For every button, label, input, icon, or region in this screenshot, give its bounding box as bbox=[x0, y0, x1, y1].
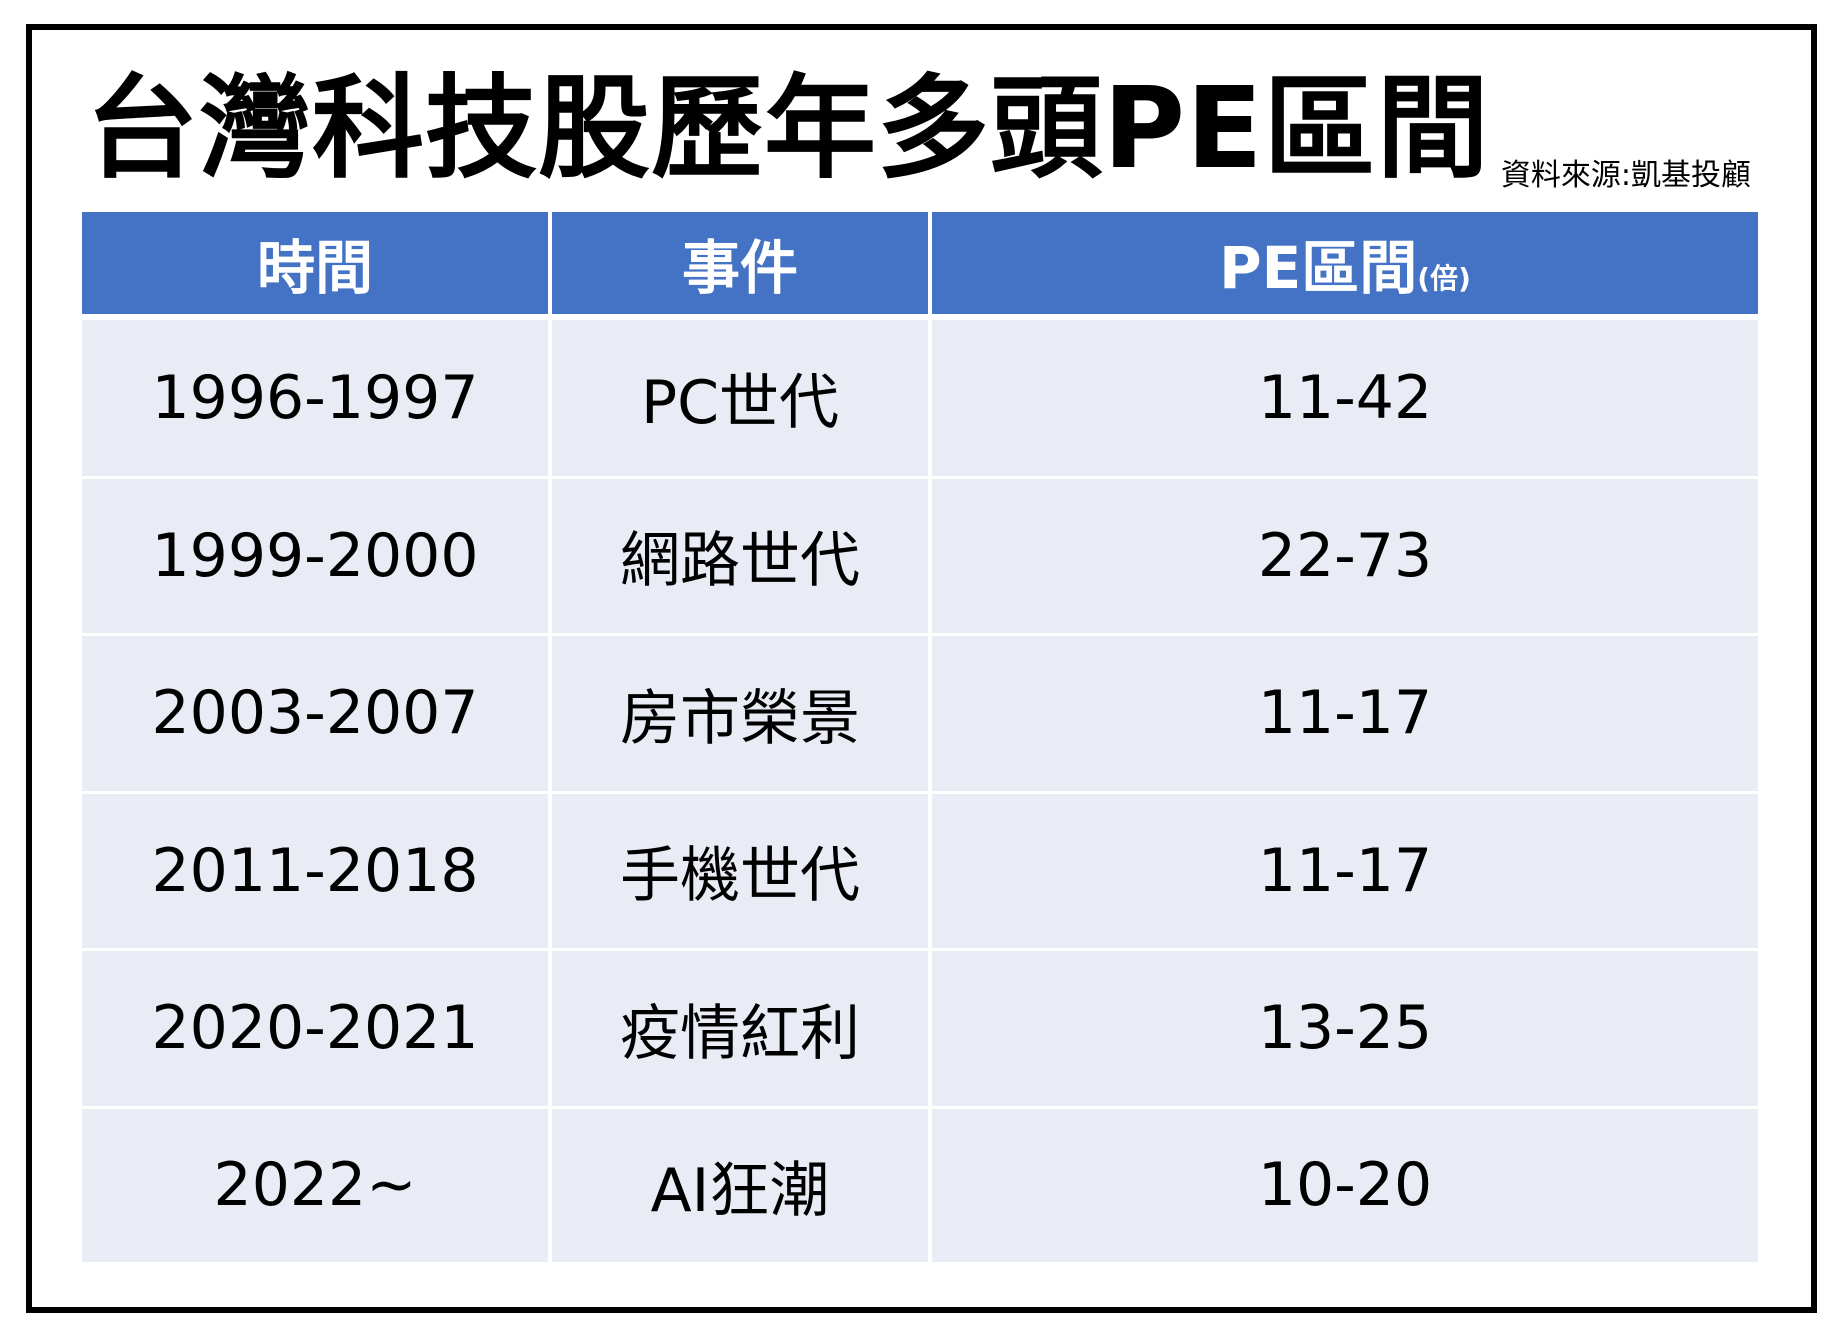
cell-pe-range: 11-17 bbox=[928, 790, 1758, 950]
header-pe: PE區間(倍) bbox=[928, 212, 1758, 320]
cell-event: 疫情紅利 bbox=[548, 948, 930, 1108]
cell-pe-range: 11-17 bbox=[928, 633, 1758, 793]
cell-pe-range: 22-73 bbox=[928, 475, 1758, 635]
table-row: 2022~ AI狂潮 10-20 bbox=[82, 1105, 1758, 1262]
header-pe-unit: (倍) bbox=[1417, 262, 1471, 295]
cell-period: 2011-2018 bbox=[82, 790, 550, 950]
cell-event: 網路世代 bbox=[548, 475, 930, 635]
cell-event: PC世代 bbox=[548, 315, 930, 478]
cell-period: 2003-2007 bbox=[82, 633, 550, 793]
header-time: 時間 bbox=[82, 212, 550, 320]
table-row: 1999-2000 網路世代 22-73 bbox=[82, 475, 1758, 635]
page-title: 台灣科技股歷年多頭PE區間 bbox=[86, 64, 1490, 194]
cell-event: 手機世代 bbox=[548, 790, 930, 950]
cell-period: 1999-2000 bbox=[82, 475, 550, 635]
cell-event: 房市榮景 bbox=[548, 633, 930, 793]
cell-pe-range-highlighted: 10-20 bbox=[928, 1105, 1758, 1262]
pe-range-table: 時間 事件 PE區間(倍) 1996-1997 PC世代 11-42 1999-… bbox=[82, 212, 1758, 1262]
header-pe-label: PE區間 bbox=[1219, 234, 1418, 302]
table-row: 2011-2018 手機世代 11-17 bbox=[82, 790, 1758, 950]
cell-event: AI狂潮 bbox=[548, 1105, 930, 1262]
cell-period: 2020-2021 bbox=[82, 948, 550, 1108]
cell-pe-range: 11-42 bbox=[928, 315, 1758, 478]
cell-period: 2022~ bbox=[82, 1105, 550, 1262]
cell-period: 1996-1997 bbox=[82, 315, 550, 478]
table-row: 2003-2007 房市榮景 11-17 bbox=[82, 633, 1758, 793]
header-event: 事件 bbox=[548, 212, 930, 320]
cell-pe-range: 13-25 bbox=[928, 948, 1758, 1108]
table-header-row: 時間 事件 PE區間(倍) bbox=[82, 212, 1758, 320]
table-row: 2020-2021 疫情紅利 13-25 bbox=[82, 948, 1758, 1108]
table-row: 1996-1997 PC世代 11-42 bbox=[82, 315, 1758, 478]
source-note: 資料來源:凱基投顧 bbox=[1500, 158, 1751, 193]
